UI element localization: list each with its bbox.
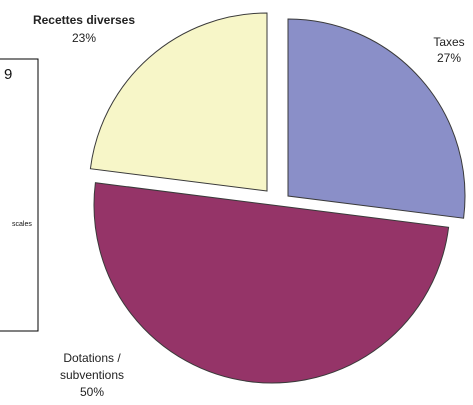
- pie-label-taxes: Taxes 27%: [433, 35, 464, 65]
- pie-label-recettes-diverses: Recettes diverses 23%: [33, 13, 135, 45]
- side-panel-mid-text: scales: [12, 221, 32, 228]
- pie-labels: Taxes 27% Dotations / subventions 50% Recette…: [33, 13, 465, 399]
- pie-slices: [89, 12, 466, 384]
- pie-label-dotations-subventions: Dotations / subventions 50%: [60, 351, 124, 399]
- pie-slice-dotations-subventions: [93, 182, 450, 384]
- side-panel-top-text: 9: [4, 66, 12, 83]
- pie-slice-recettes-diverses: [89, 12, 268, 192]
- pie-slice-taxes: [287, 18, 466, 219]
- side-panel-box: [0, 58, 39, 332]
